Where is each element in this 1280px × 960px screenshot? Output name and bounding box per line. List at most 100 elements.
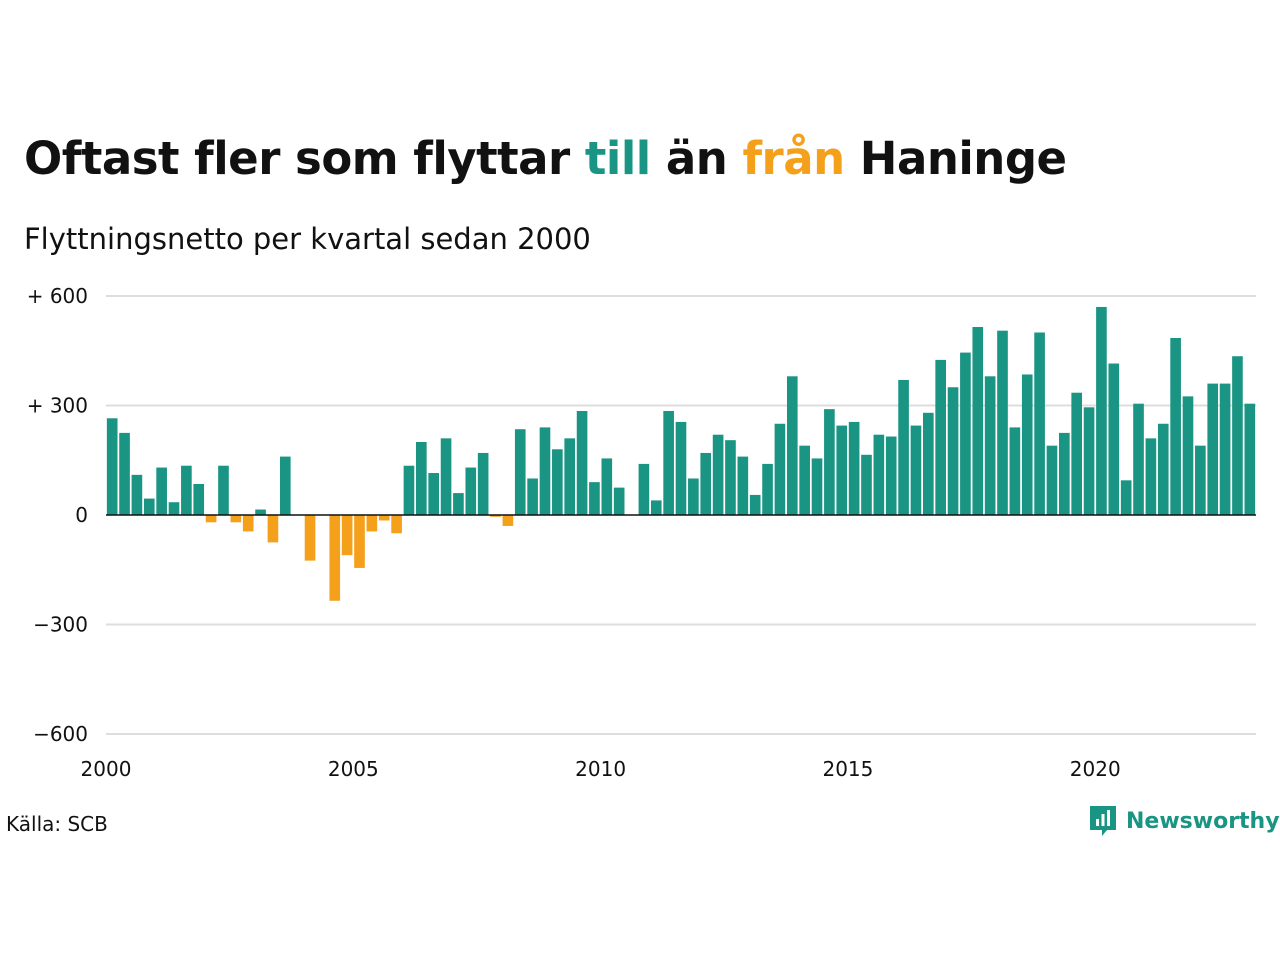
bar [774,423,786,515]
bar [106,418,118,515]
bar [663,410,674,515]
bar [1083,407,1095,515]
bar [1108,363,1120,515]
title-word-till: till [584,132,651,185]
bar [1096,306,1107,515]
bar [490,515,501,517]
bar-chart: + 600 + 300 0 −300 −600 2000 2005 2010 2015 2020 [27,284,1256,781]
brand-name: Newsworthy [1126,808,1280,834]
bar [242,515,254,532]
bar [811,458,823,515]
source-note: Källa: SCB [6,812,108,836]
x-tick-label: 2000 [81,757,132,781]
bar [786,376,798,515]
bar [675,421,687,515]
bar [960,352,971,516]
x-tick-labels: 2000 2005 2010 2015 2020 [81,757,1121,781]
bar [824,409,835,515]
bar [341,515,353,556]
bar [613,487,625,516]
bar [1021,374,1033,515]
y-tick-label: −600 [33,722,88,746]
bar [1046,445,1058,515]
bar [366,515,378,532]
bar [1034,332,1045,515]
bar [279,456,291,515]
bar [910,425,922,515]
bar [700,452,712,515]
bar [922,412,934,515]
bar [378,515,390,521]
bar [576,410,588,515]
bar [737,456,749,515]
x-tick-label: 2010 [575,757,626,781]
bar [527,478,538,515]
newsworthy-logo-icon [1090,806,1116,836]
bar [502,515,514,526]
x-tick-label: 2005 [328,757,379,781]
bar [230,515,242,523]
bar [131,474,143,515]
bar [514,429,526,515]
bar [861,454,872,515]
bar [1232,356,1243,515]
bar [1207,383,1219,515]
title-word-fran: från [742,132,845,185]
bar [156,467,167,515]
bar [712,434,724,515]
bar [193,483,205,515]
bar [601,458,613,515]
bar [1059,432,1070,516]
brand-logo: Newsworthy [1088,804,1280,838]
y-tick-label: + 600 [27,284,88,308]
bar [688,478,699,515]
bar [1071,392,1083,515]
bar [589,482,600,515]
bar [329,515,341,601]
bar [1157,423,1169,515]
bar [255,509,266,515]
bar [304,515,316,561]
bar [638,463,650,515]
y-tick-label: −300 [33,613,88,637]
bar [725,440,736,515]
bar [465,467,477,515]
bar [440,438,452,515]
x-tick-label: 2020 [1070,757,1121,781]
bar [836,425,848,515]
bar [354,515,365,568]
bar [552,449,563,515]
bar [1133,403,1144,515]
title-part-3: Haninge [844,132,1067,185]
bar [267,515,279,543]
chart-title: Oftast fler som flyttar till än från Han… [24,132,1067,185]
bar [1120,480,1132,515]
bar [403,465,415,515]
y-tick-label: 0 [75,503,88,527]
bar [935,359,946,516]
bar [477,452,489,515]
bar [416,442,427,515]
bar [428,473,439,515]
bar [453,493,464,515]
bar [218,465,229,515]
bar [1009,427,1021,515]
bar [539,427,551,515]
bar [391,515,402,534]
x-tick-label: 2015 [822,757,873,781]
bar [848,421,860,515]
bar [898,379,909,515]
bar [181,465,192,515]
chart-subtitle: Flyttningsnetto per kvartal sedan 2000 [24,222,591,256]
y-tick-label: + 300 [27,394,88,418]
title-part-1: Oftast fler som flyttar [24,132,585,185]
bar [143,498,155,515]
bar [1219,383,1231,515]
bar [1145,438,1157,515]
y-tick-labels: + 600 + 300 0 −300 −600 [27,284,88,746]
gridlines [106,295,1256,735]
bar [762,463,773,515]
bar [564,438,576,515]
title-part-2: än [650,132,743,185]
bar [1244,403,1256,515]
